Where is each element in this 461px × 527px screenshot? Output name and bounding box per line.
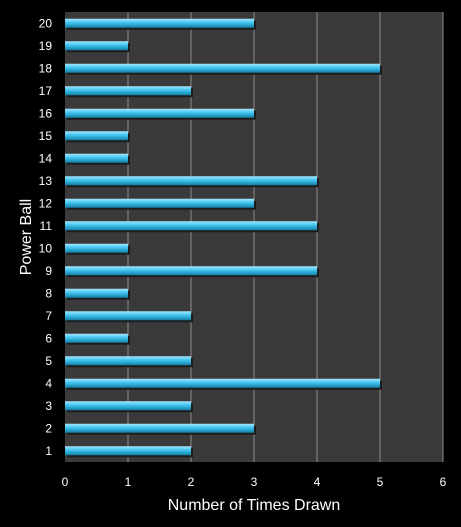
bar bbox=[65, 378, 380, 388]
y-tick-label: 9 bbox=[45, 264, 52, 278]
x-tick-label: 1 bbox=[125, 475, 132, 489]
y-tick-label: 3 bbox=[45, 399, 52, 413]
y-tick-label: 4 bbox=[45, 376, 52, 390]
bar bbox=[65, 288, 128, 298]
bar bbox=[65, 63, 380, 73]
y-axis-title: Power Ball bbox=[18, 199, 35, 275]
y-tick-label: 2 bbox=[45, 421, 52, 435]
y-tick-label: 7 bbox=[45, 309, 52, 323]
bar bbox=[65, 423, 254, 433]
bar bbox=[65, 221, 317, 231]
bar bbox=[65, 446, 191, 456]
x-tick-label: 3 bbox=[251, 475, 258, 489]
bar bbox=[65, 131, 128, 141]
bar bbox=[65, 41, 128, 51]
bar bbox=[65, 356, 191, 366]
bar bbox=[65, 311, 191, 321]
y-tick-label: 6 bbox=[45, 331, 52, 345]
bar bbox=[65, 153, 128, 163]
y-tick-label: 19 bbox=[39, 39, 53, 53]
bar bbox=[65, 198, 254, 208]
bar bbox=[65, 18, 254, 28]
x-tick-labels: 0 1 2 3 4 5 6 bbox=[62, 475, 447, 489]
y-tick-label: 12 bbox=[39, 196, 53, 210]
bar bbox=[65, 266, 317, 276]
y-tick-label: 17 bbox=[39, 84, 53, 98]
x-tick-label: 5 bbox=[377, 475, 384, 489]
x-tick-label: 6 bbox=[440, 475, 447, 489]
x-tick-label: 2 bbox=[188, 475, 195, 489]
y-tick-label: 11 bbox=[40, 219, 53, 233]
bar bbox=[65, 176, 317, 186]
bars bbox=[65, 18, 382, 458]
bar bbox=[65, 86, 191, 96]
y-tick-label: 13 bbox=[39, 174, 53, 188]
y-tick-label: 16 bbox=[39, 106, 53, 120]
y-tick-label: 5 bbox=[45, 354, 52, 368]
x-tick-label: 0 bbox=[62, 475, 69, 489]
bar bbox=[65, 401, 191, 411]
y-tick-label: 8 bbox=[45, 286, 52, 300]
bar bbox=[65, 108, 254, 118]
x-tick-label: 4 bbox=[314, 475, 321, 489]
y-tick-label: 20 bbox=[39, 16, 53, 30]
y-tick-label: 15 bbox=[39, 129, 53, 143]
y-tick-label: 10 bbox=[39, 241, 53, 255]
bar bbox=[65, 243, 128, 253]
y-tick-label: 1 bbox=[45, 444, 52, 458]
y-tick-label: 18 bbox=[39, 61, 53, 75]
bar bbox=[65, 333, 128, 343]
y-tick-label: 14 bbox=[39, 151, 53, 165]
x-axis-title: Number of Times Drawn bbox=[168, 497, 341, 514]
